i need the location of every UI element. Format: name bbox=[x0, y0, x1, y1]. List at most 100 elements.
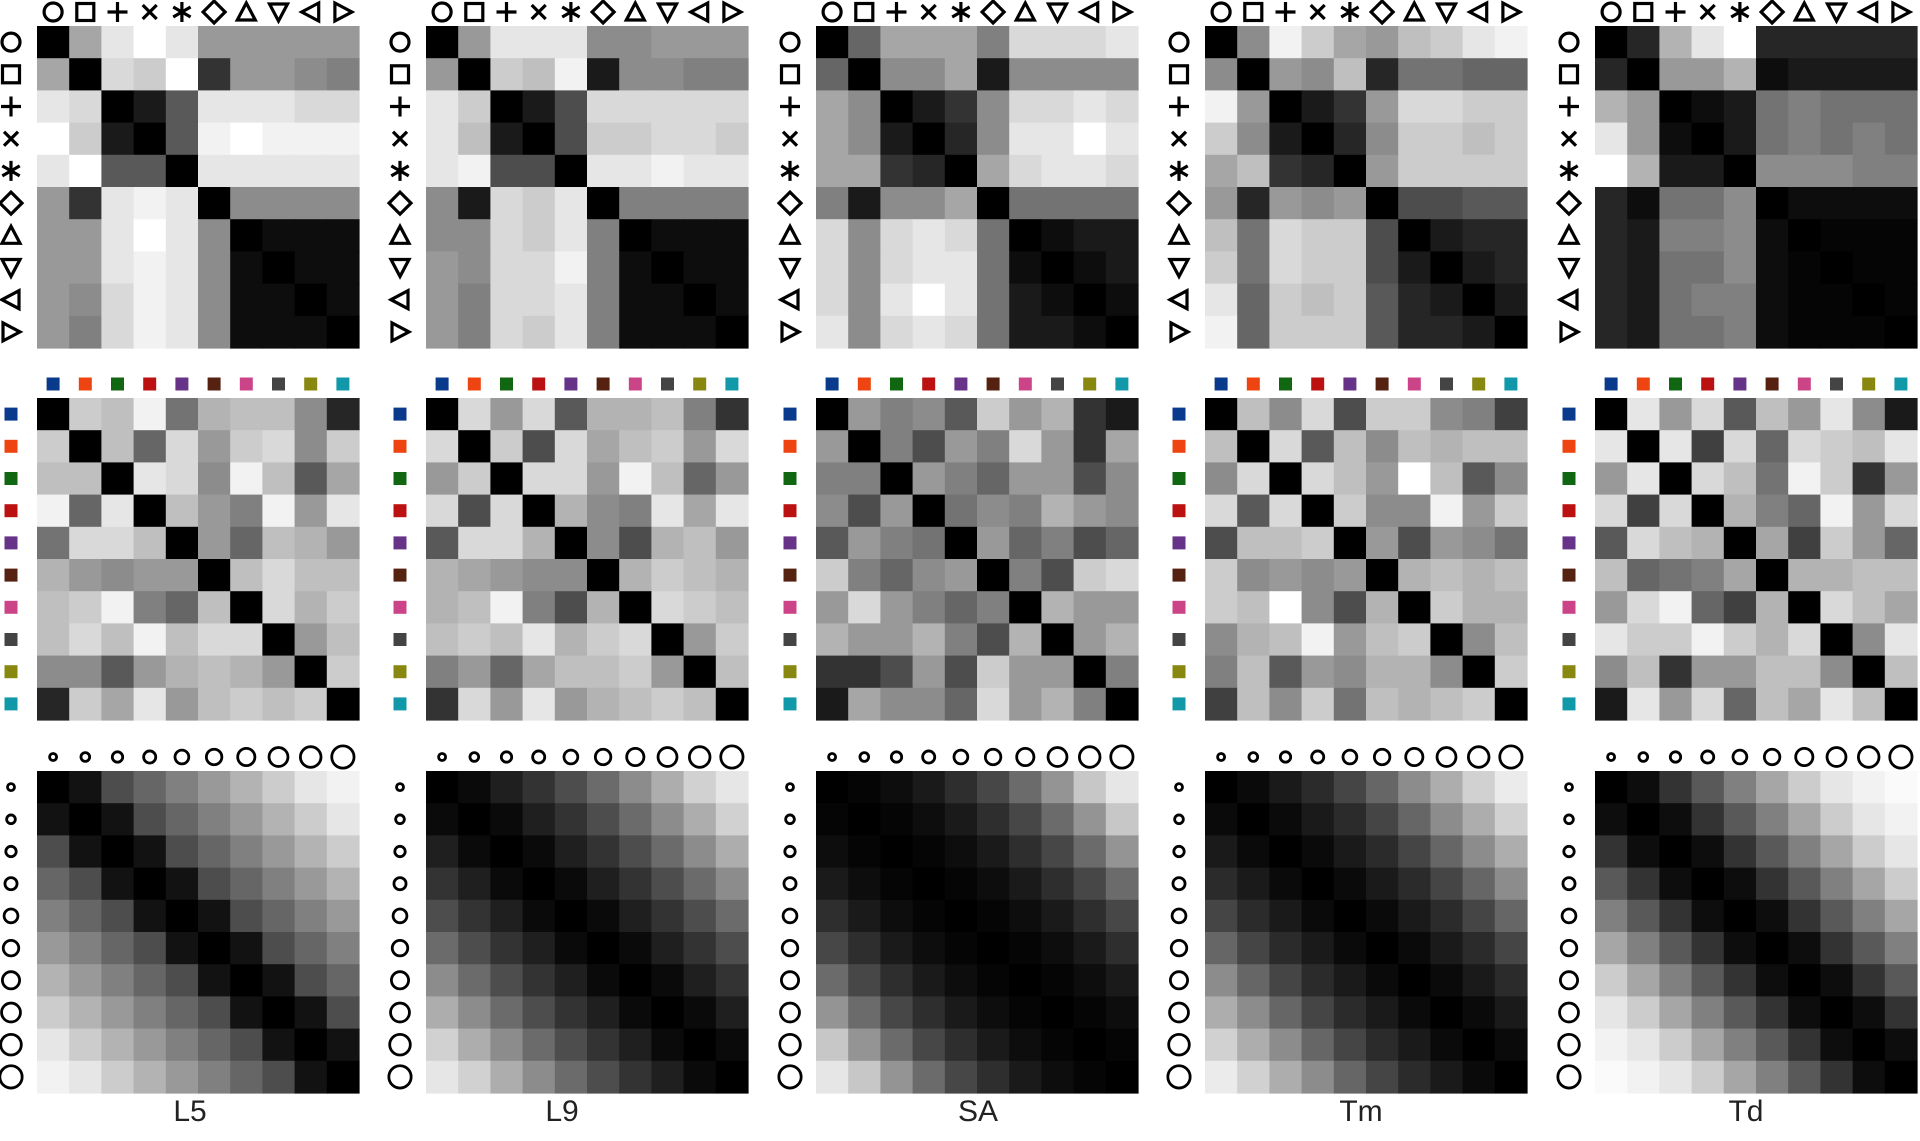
heatmap-cell bbox=[944, 58, 978, 91]
top-marker-color bbox=[143, 377, 157, 391]
heatmap-cell bbox=[587, 996, 620, 1030]
heatmap-cell bbox=[1691, 26, 1725, 59]
heatmap-cell bbox=[198, 462, 231, 496]
heatmap-cell bbox=[69, 154, 102, 188]
heatmap-cell bbox=[1595, 899, 1628, 933]
heatmap-cell bbox=[1462, 655, 1496, 689]
heatmap-cell bbox=[619, 803, 652, 836]
heatmap-cell bbox=[1595, 219, 1628, 252]
heatmap-cell bbox=[230, 283, 263, 317]
heatmap-cell bbox=[816, 462, 849, 496]
heatmap-cell bbox=[522, 687, 556, 721]
heatmap-cell bbox=[1723, 430, 1757, 463]
heatmap-cell bbox=[1041, 899, 1075, 933]
heatmap-cell bbox=[230, 559, 263, 592]
heatmap-cell bbox=[880, 687, 914, 721]
heatmap-cell bbox=[1595, 462, 1628, 496]
heatmap-cell bbox=[1430, 835, 1464, 869]
heatmap-cell bbox=[1301, 559, 1335, 592]
heatmap-cell bbox=[554, 283, 588, 317]
heatmap-cell bbox=[165, 26, 199, 59]
heatmap-cell bbox=[458, 219, 491, 252]
heatmap-cell bbox=[1398, 494, 1431, 528]
heatmap-cell bbox=[715, 251, 749, 285]
heatmap-cell bbox=[198, 835, 231, 869]
heatmap-cell bbox=[1041, 462, 1075, 496]
heatmap-cell bbox=[1105, 1060, 1139, 1094]
heatmap-cell bbox=[715, 90, 749, 124]
heatmap-cell bbox=[554, 187, 588, 220]
heatmap-cell bbox=[1073, 187, 1107, 220]
heatmap-cell bbox=[165, 315, 199, 349]
heatmap-panel-size-sa bbox=[816, 771, 1139, 1094]
heatmap-cell bbox=[1105, 26, 1139, 59]
heatmap-cell bbox=[912, 964, 946, 997]
heatmap-cell bbox=[1820, 283, 1854, 317]
heatmap-cell bbox=[262, 122, 296, 156]
left-marker-color bbox=[783, 536, 797, 550]
heatmap-cell bbox=[848, 315, 881, 349]
heatmap-cell bbox=[294, 90, 328, 124]
heatmap-cell bbox=[1333, 494, 1367, 528]
heatmap-cell bbox=[426, 315, 459, 349]
heatmap-cell bbox=[326, 932, 360, 965]
heatmap-cell bbox=[262, 835, 296, 869]
heatmap-cell bbox=[294, 58, 328, 91]
top-marker-color bbox=[1311, 377, 1325, 391]
heatmap-cell bbox=[1756, 655, 1789, 689]
heatmap-cell bbox=[1756, 398, 1789, 431]
heatmap-cell bbox=[1852, 154, 1886, 188]
heatmap-cell bbox=[619, 687, 652, 721]
heatmap-cell bbox=[912, 90, 946, 124]
heatmap-cell bbox=[1398, 251, 1431, 285]
heatmap-cell bbox=[715, 559, 749, 592]
heatmap-cell bbox=[1366, 398, 1399, 431]
heatmap-cell bbox=[1105, 996, 1139, 1030]
heatmap-cell bbox=[1073, 58, 1107, 91]
axis-markers-color-tm bbox=[1172, 377, 1518, 711]
heatmap-cell bbox=[1788, 964, 1821, 997]
heatmap-cell bbox=[1237, 932, 1270, 965]
left-marker-shape bbox=[0, 31, 22, 53]
heatmap-cell bbox=[554, 1060, 588, 1094]
heatmap-cell bbox=[944, 996, 978, 1030]
heatmap-cell bbox=[554, 122, 588, 156]
heatmap-cell bbox=[294, 315, 328, 349]
heatmap-cell bbox=[326, 26, 360, 59]
heatmap-cell bbox=[490, 655, 524, 689]
heatmap-cell bbox=[715, 591, 749, 624]
heatmap-cell bbox=[683, 187, 717, 220]
heatmap-cell bbox=[977, 964, 1010, 997]
heatmap-cell bbox=[522, 154, 556, 188]
heatmap-cell bbox=[944, 591, 978, 624]
heatmap-cell bbox=[944, 899, 978, 933]
heatmap-cell bbox=[37, 996, 70, 1030]
heatmap-cell bbox=[1269, 58, 1303, 91]
heatmap-cell bbox=[1884, 494, 1918, 528]
heatmap-cell bbox=[1205, 283, 1238, 317]
heatmap-cell bbox=[1723, 1060, 1757, 1094]
heatmap-cell bbox=[1269, 932, 1303, 965]
heatmap-cell bbox=[1398, 187, 1431, 220]
model-label-td: Td bbox=[1728, 1095, 1764, 1128]
heatmap-cell bbox=[1269, 430, 1303, 463]
heatmap-cell bbox=[1237, 687, 1270, 721]
axis-markers-shape-l5 bbox=[0, 0, 356, 344]
heatmap-cell bbox=[816, 1028, 849, 1062]
heatmap-cell bbox=[1041, 1028, 1075, 1062]
heatmap-cell bbox=[294, 219, 328, 252]
heatmap-cell bbox=[522, 251, 556, 285]
heatmap-cell bbox=[490, 803, 524, 836]
heatmap-cell bbox=[1884, 462, 1918, 496]
heatmap-cell bbox=[101, 623, 135, 657]
heatmap-cell bbox=[165, 899, 199, 933]
heatmap-cell bbox=[1301, 687, 1335, 721]
heatmap-cell bbox=[522, 623, 556, 657]
heatmap-cell bbox=[69, 283, 102, 317]
heatmap-cell bbox=[490, 867, 524, 901]
left-marker-shape bbox=[1169, 160, 1189, 181]
heatmap-cell bbox=[426, 26, 459, 59]
heatmap-cell bbox=[977, 430, 1010, 463]
heatmap-cell bbox=[1237, 559, 1270, 592]
heatmap-cell bbox=[587, 494, 620, 528]
